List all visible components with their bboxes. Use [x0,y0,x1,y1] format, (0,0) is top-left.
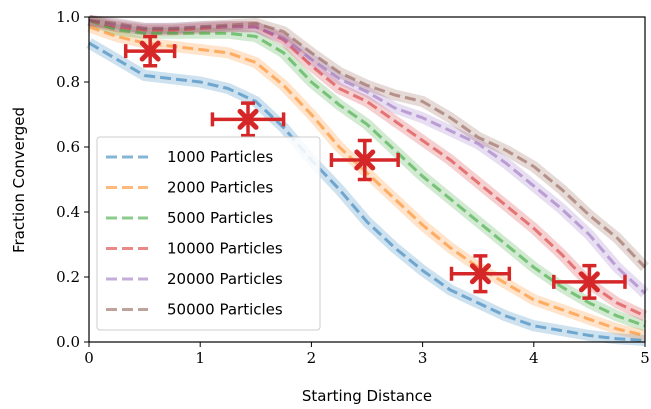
x-tick-label: 0 [84,349,94,367]
legend-entry-2: 2000 Particles [167,179,273,197]
legend-entry-3: 5000 Particles [167,209,273,227]
legend-entry-1: 1000 Particles [167,148,273,166]
marker-point-1 [123,34,177,68]
x-marker [237,108,259,130]
marker-point-2 [210,101,286,138]
series-line-2 [88,25,646,337]
x-tick-label: 1 [195,349,205,367]
x-tick-label: 4 [529,349,539,367]
legend-entry-5: 20000 Particles [167,270,283,288]
y-tick-label: 0.0 [56,333,80,351]
series-line-4 [88,18,646,318]
marker-point-5 [552,263,627,300]
y-axis-label: Fraction Converged [10,107,28,253]
x-axis: 0 1 2 3 4 5 [84,342,650,367]
y-axis: 0.0 0.2 0.4 0.6 0.8 1.0 [56,8,89,351]
marker-point-4 [449,254,512,294]
x-tick-label: 2 [307,349,317,367]
x-tick-label: 3 [418,349,428,367]
x-tick-label: 5 [640,349,650,367]
legend-box [96,136,321,331]
measured-points [123,34,627,300]
x-marker [354,149,376,171]
plot-frame [88,16,646,343]
legend: 1000 Particles 2000 Particles 5000 Particl… [96,136,321,331]
legend-entry-6: 50000 Particles [167,301,283,319]
x-marker [469,263,491,285]
series-line-5 [88,18,647,295]
legend-entry-4: 10000 Particles [167,240,283,258]
y-tick-label: 0.2 [56,268,80,286]
marker-point-3 [329,138,400,182]
series-line-1 [88,41,646,342]
y-tick-label: 0.8 [56,73,80,91]
x-marker [139,40,161,62]
y-tick-label: 0.6 [56,138,80,156]
x-marker [578,271,600,293]
y-tick-label: 1.0 [56,8,80,26]
y-tick-label: 0.4 [56,203,80,221]
x-axis-label: Starting Distance [302,387,432,405]
series-line-6 [88,18,647,269]
